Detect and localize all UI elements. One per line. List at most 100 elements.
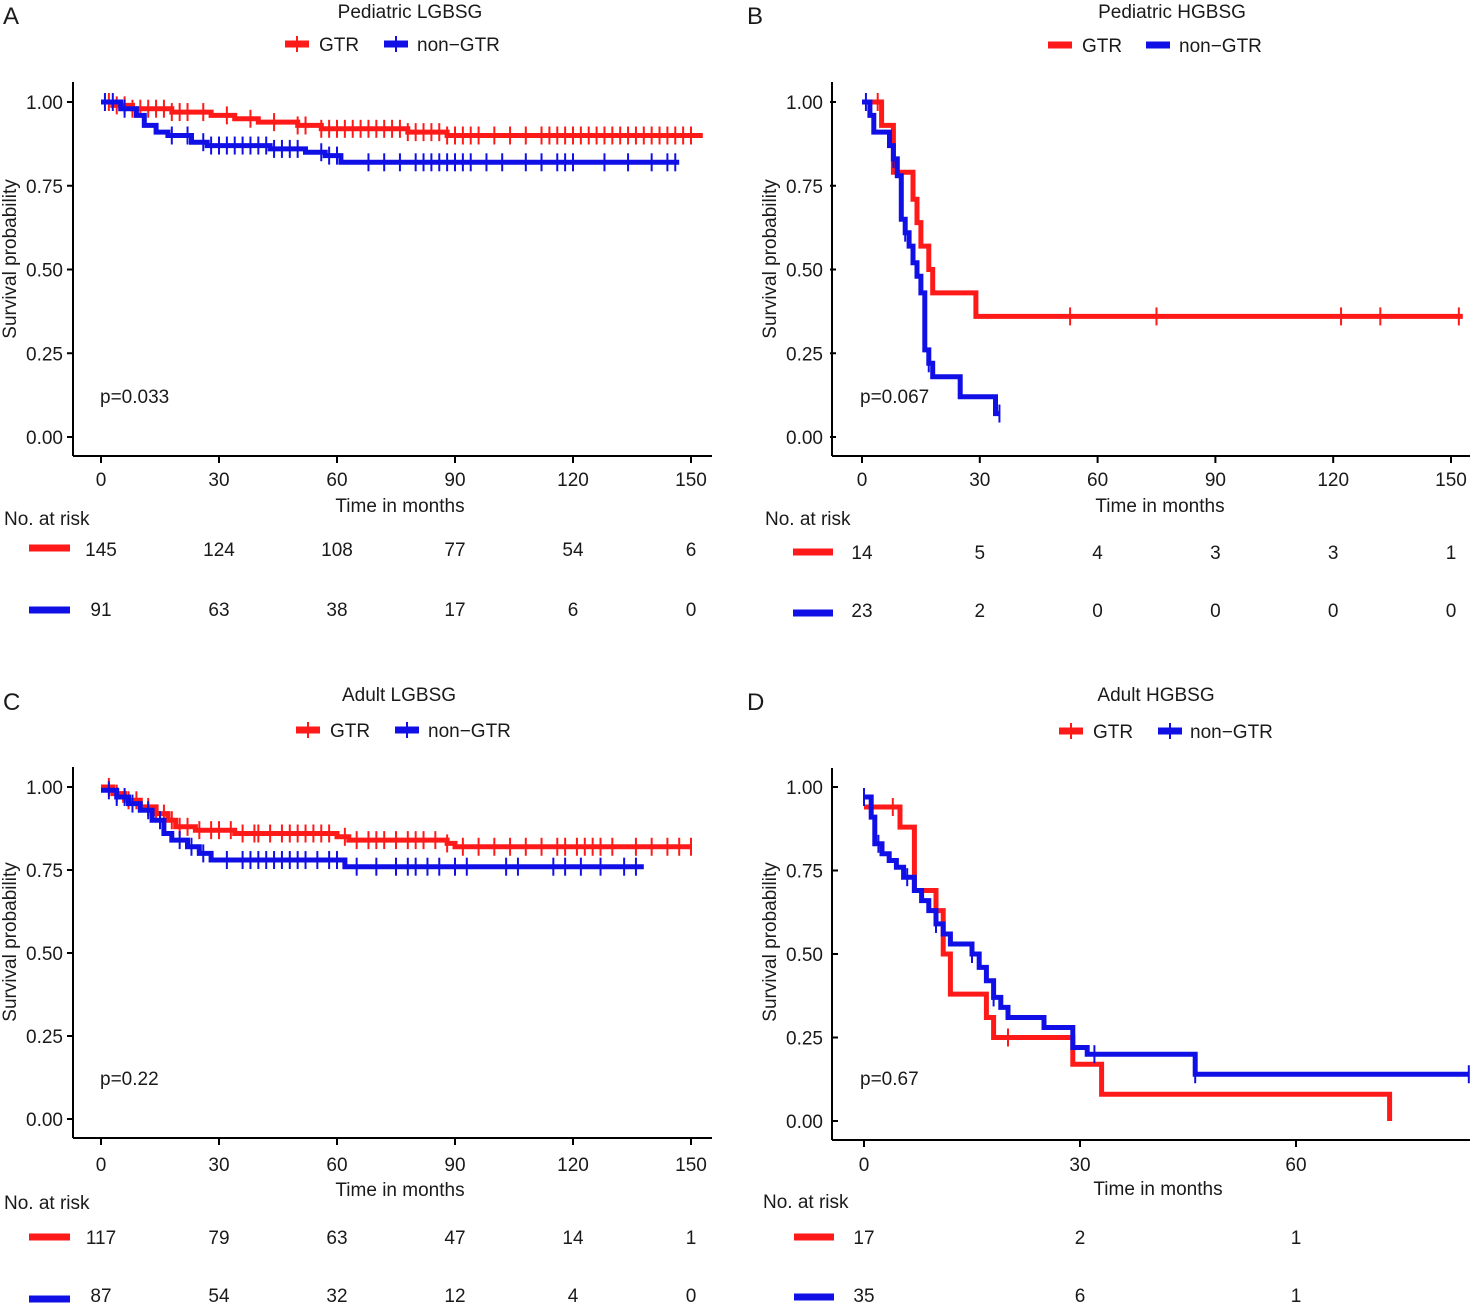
risk-count: 117 [86, 1228, 116, 1249]
panel-b: B Pediatric HGBSG GTR non−GTR 0.000.250.… [747, 2, 1470, 622]
risk-count: 108 [321, 540, 353, 561]
risk-count: 23 [851, 601, 872, 622]
p-value: p=0.22 [100, 1069, 159, 1090]
y-tick-label: 0.00 [786, 1112, 823, 1133]
panel-letter: D [747, 689, 764, 716]
legend-gtr-label: GTR [1093, 722, 1133, 743]
panel-title: Adult LGBSG [342, 685, 456, 706]
risk-count: 79 [208, 1228, 229, 1249]
y-tick-label: 0.00 [26, 428, 63, 449]
x-tick-label: 0 [857, 470, 868, 491]
risk-row-gtr: 14 5 4 3 3 1 [851, 543, 1456, 564]
y-tick-label: 0.00 [26, 1110, 63, 1131]
x-tick-label: 120 [1317, 470, 1349, 491]
y-axis-label: Survival probability [760, 179, 781, 339]
y-ticks: 0.00 0.25 0.50 0.75 1.00 [26, 778, 73, 1131]
legend: GTR non−GTR [285, 35, 500, 56]
y-tick-label: 0.25 [786, 1029, 823, 1050]
x-ticks: 0 30 60 90 120 150 [857, 456, 1467, 491]
risk-count: 14 [851, 543, 873, 564]
legend-gtr-label: GTR [330, 721, 370, 742]
risk-count: 6 [686, 540, 697, 561]
risk-count: 6 [568, 600, 579, 621]
risk-count: 14 [562, 1228, 584, 1249]
x-tick-label: 0 [96, 470, 107, 491]
risk-count: 5 [975, 543, 986, 564]
risk-row-gtr: 17 2 1 [853, 1228, 1301, 1249]
x-tick-label: 0 [859, 1155, 870, 1176]
x-tick-label: 30 [208, 1155, 229, 1176]
x-tick-label: 60 [326, 470, 347, 491]
panel-title: Pediatric LGBSG [338, 2, 483, 23]
x-ticks: 0 30 60 [859, 1140, 1307, 1176]
risk-count: 35 [853, 1286, 874, 1307]
panel-d: D Adult HGBSG GTR non−GTR 0.000.250.500.… [747, 685, 1470, 1307]
panel-title: Adult HGBSG [1097, 685, 1214, 706]
x-tick-label: 150 [1435, 470, 1467, 491]
x-tick-label: 120 [557, 1155, 589, 1176]
risk-row-non-gtr: 87 54 32 12 4 0 [90, 1286, 696, 1307]
y-tick-label: 0.50 [26, 261, 63, 282]
y-tick-label: 1.00 [786, 93, 823, 114]
p-value: p=0.033 [100, 387, 169, 408]
risk-count: 1 [1291, 1286, 1302, 1307]
risk-count: 2 [975, 601, 986, 622]
x-tick-label: 150 [675, 470, 707, 491]
plot-area: 0.00 0.25 0.50 0.75 1.00 0 30 60 90 120 150 p=0.0… [786, 82, 1470, 491]
risk-count: 87 [90, 1286, 111, 1307]
p-value: p=0.67 [860, 1069, 919, 1090]
y-ticks: 0.00 0.25 0.50 0.75 1.00 [786, 778, 838, 1133]
x-tick-label: 60 [1087, 470, 1108, 491]
risk-count: 124 [203, 540, 235, 561]
x-tick-label: 150 [675, 1155, 707, 1176]
gtr-survival-curve [864, 804, 1393, 1121]
y-tick-label: 0.75 [786, 862, 823, 883]
risk-table-title: No. at risk [763, 1192, 849, 1213]
risk-count: 63 [208, 600, 229, 621]
legend: GTR non−GTR [296, 721, 511, 742]
risk-count: 54 [562, 540, 584, 561]
risk-count: 2 [1075, 1228, 1086, 1249]
y-tick-label: 0.75 [26, 861, 63, 882]
y-tick-label: 1.00 [26, 93, 63, 114]
risk-count: 17 [444, 600, 465, 621]
panel-a: A Pediatric LGBSG GTR non−GTR 0.000.250.… [0, 2, 712, 621]
risk-count: 63 [326, 1228, 347, 1249]
y-ticks: 0.00 0.25 0.50 0.75 1.00 [26, 93, 73, 449]
legend-non-gtr-label: non−GTR [417, 35, 500, 56]
y-ticks: 0.00 0.25 0.50 0.75 1.00 [786, 93, 836, 449]
risk-row-non-gtr: 35 6 1 [853, 1286, 1301, 1307]
plot-area: 0.00 0.25 0.50 0.75 1.00 0 30 60 90 120 150 p=0.2… [26, 767, 712, 1176]
risk-count: 32 [326, 1286, 347, 1307]
non-gtr-survival-curve [864, 794, 1469, 1077]
legend-non-gtr-label: non−GTR [1179, 36, 1262, 57]
x-axis-label: Time in months [335, 1180, 464, 1201]
x-ticks: 0 30 60 90 120 150 [96, 456, 707, 491]
legend-non-gtr-label: non−GTR [1190, 722, 1273, 743]
plot-area: 0.00 0.25 0.50 0.75 1.00 0 30 60 90 120 150 p=0.0… [26, 82, 712, 491]
risk-count: 6 [1075, 1286, 1086, 1307]
y-axis-label: Survival probability [0, 862, 21, 1022]
risk-table-title: No. at risk [4, 509, 90, 530]
risk-table-title: No. at risk [765, 509, 851, 530]
survival-curves [862, 93, 1463, 423]
y-tick-label: 0.25 [26, 344, 63, 365]
legend-gtr-label: GTR [1082, 36, 1122, 57]
risk-row-non-gtr: 23 2 0 0 0 0 [851, 601, 1456, 622]
x-tick-label: 60 [326, 1155, 347, 1176]
x-tick-label: 90 [1205, 470, 1226, 491]
risk-table-title: No. at risk [4, 1193, 90, 1214]
x-tick-label: 90 [444, 470, 465, 491]
y-tick-label: 0.25 [26, 1027, 63, 1048]
x-tick-label: 30 [208, 470, 229, 491]
risk-count: 4 [1092, 543, 1103, 564]
y-tick-label: 0.75 [26, 177, 63, 198]
risk-row-gtr: 117 79 63 47 14 1 [86, 1228, 696, 1249]
x-tick-label: 90 [444, 1155, 465, 1176]
risk-row-gtr: 145 124 108 77 54 6 [85, 540, 696, 561]
risk-count: 0 [686, 1286, 697, 1307]
y-axis-label: Survival probability [0, 179, 21, 339]
panel-letter: C [3, 689, 20, 716]
risk-count: 38 [326, 600, 347, 621]
